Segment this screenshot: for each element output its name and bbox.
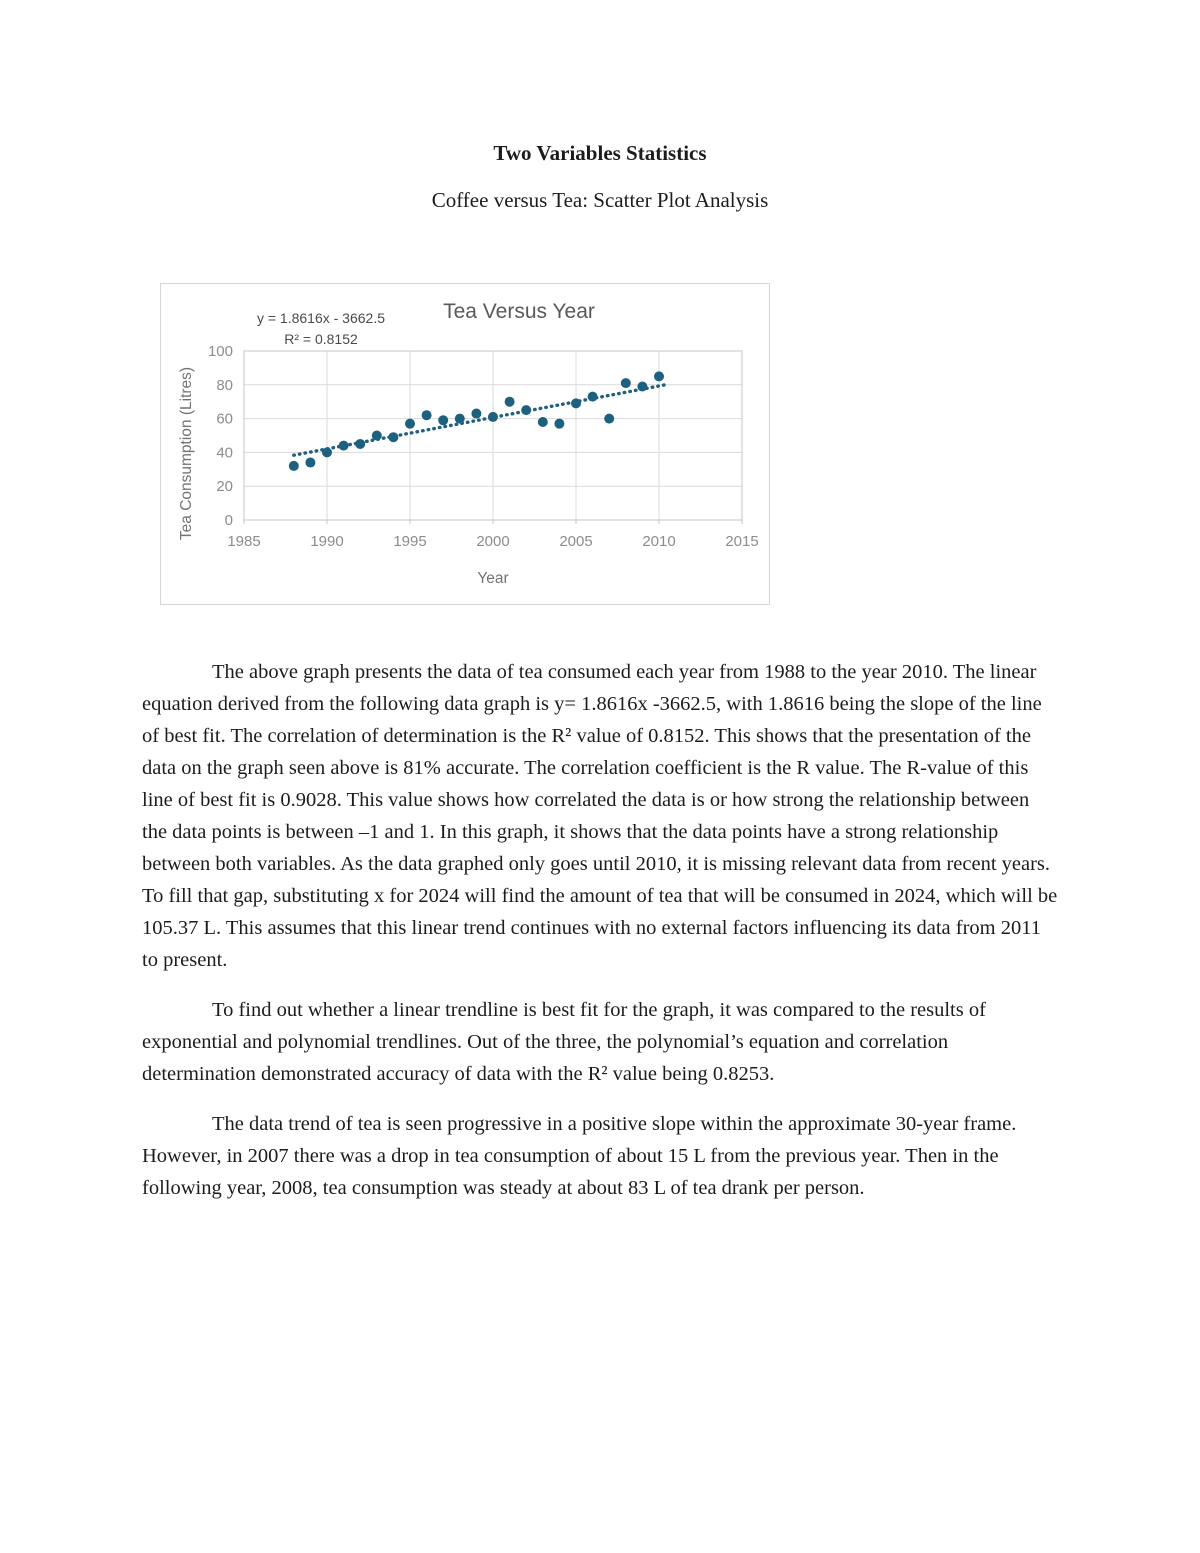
x-tick-label: 2000 (476, 533, 509, 550)
scatter-point (554, 418, 565, 429)
chart-title: Tea Versus Year (443, 300, 595, 323)
scatter-point (388, 432, 399, 443)
y-tick-label: 100 (208, 343, 233, 360)
scatter-point (620, 378, 631, 389)
x-tick-label: 1995 (393, 533, 426, 550)
document-body: The above graph presents the data of tea… (142, 656, 1058, 1222)
scatter-point (637, 381, 648, 392)
scatter-point (488, 411, 498, 422)
x-tick-label: 2005 (559, 533, 592, 550)
scatter-point (421, 410, 432, 421)
x-tick-label: 1985 (227, 533, 260, 550)
scatter-chart: y = 1.8616x - 3662.5 R² = 0.8152 Tea Ver… (160, 283, 770, 605)
scatter-point (305, 457, 316, 468)
scatter-plot-area: 0 20 40 60 80 100 1985 1990 1995 2000 2005 2010 2015… (178, 343, 759, 587)
scatter-point (338, 440, 349, 451)
scatter-point (654, 371, 664, 382)
x-tick-label: 1990 (310, 533, 343, 550)
x-tick-label: 2015 (725, 533, 758, 550)
scatter-point (405, 418, 415, 429)
y-tick-label: 40 (216, 444, 233, 461)
x-tick-label: 2010 (642, 533, 675, 550)
scatter-point (322, 447, 332, 458)
scatter-point (371, 430, 382, 441)
document-subtitle: Coffee versus Tea: Scatter Plot Analysis (431, 188, 769, 212)
x-axis-title: Year (477, 570, 508, 587)
paragraph-1: The above graph presents the data of tea… (142, 661, 1058, 971)
scatter-point (537, 416, 548, 427)
scatter-point (288, 460, 299, 471)
scatter-point (521, 405, 532, 416)
scatter-point (471, 408, 482, 419)
scatter-point (454, 413, 465, 424)
y-axis-title: Tea Consumption (Litres) (178, 367, 195, 540)
scatter-point (355, 438, 366, 449)
scatter-point (604, 413, 615, 424)
y-tick-label: 60 (216, 411, 233, 428)
paragraph-3: The data trend of tea is seen progressiv… (142, 1113, 1017, 1199)
scatter-point (504, 396, 515, 407)
trendline-equation-text: y = 1.8616x - 3662.5 (256, 310, 386, 326)
scatter-point (587, 391, 598, 402)
paragraph-2: To find out whether a linear trendline i… (142, 999, 986, 1085)
trendline-equation-block: y = 1.8616x - 3662.5 R² = 0.8152 (231, 308, 411, 350)
scatter-point (438, 415, 449, 426)
y-tick-label: 20 (216, 478, 233, 495)
y-tick-label: 0 (225, 512, 233, 529)
scatter-point (571, 398, 581, 409)
r-squared-text: R² = 0.8152 (284, 331, 358, 347)
document-title: Two Variables Statistics (493, 141, 707, 165)
y-tick-label: 80 (216, 377, 233, 394)
